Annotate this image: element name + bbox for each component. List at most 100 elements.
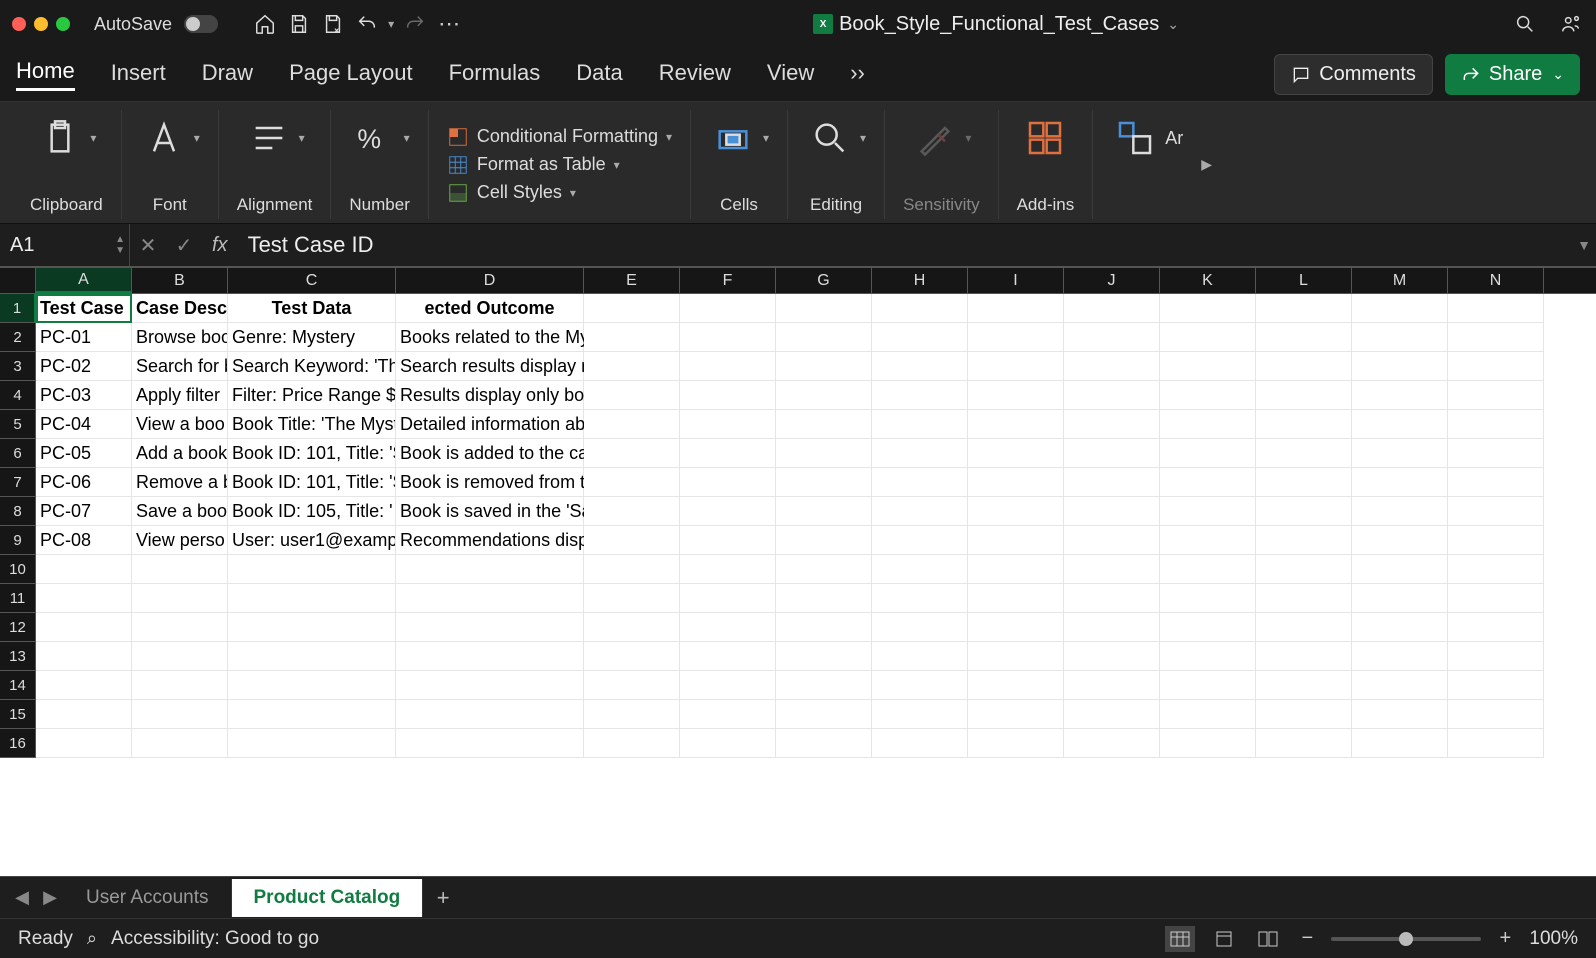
cell-B1[interactable]: Case Descri [132,294,228,323]
cell-D7[interactable]: Book is removed from the cart, and the c… [396,468,584,497]
row-header-13[interactable]: 13 [0,642,36,671]
cell-L12[interactable] [1256,613,1352,642]
tab-formulas[interactable]: Formulas [449,60,541,90]
cell-L1[interactable] [1256,294,1352,323]
maximize-window-button[interactable] [56,17,70,31]
cell-M16[interactable] [1352,729,1448,758]
cell-J5[interactable] [1064,410,1160,439]
cell-J8[interactable] [1064,497,1160,526]
cell-F8[interactable] [680,497,776,526]
row-header-10[interactable]: 10 [0,555,36,584]
cancel-formula-icon[interactable]: ✕ [130,224,166,266]
col-header-F[interactable]: F [680,268,776,293]
cell-M8[interactable] [1352,497,1448,526]
col-header-I[interactable]: I [968,268,1064,293]
cell-B9[interactable]: View perso [132,526,228,555]
alignment-dropdown[interactable]: ▾ [299,131,305,145]
cell-A13[interactable] [36,642,132,671]
cell-G12[interactable] [776,613,872,642]
zoom-level[interactable]: 100% [1529,928,1578,950]
cell-A15[interactable] [36,700,132,729]
undo-dropdown[interactable]: ▾ [388,17,394,31]
accessibility-icon[interactable]: ⌕ [87,928,97,949]
cell-K12[interactable] [1160,613,1256,642]
cell-D16[interactable] [396,729,584,758]
cell-M1[interactable] [1352,294,1448,323]
cell-K15[interactable] [1160,700,1256,729]
cell-J7[interactable] [1064,468,1160,497]
cell-L13[interactable] [1256,642,1352,671]
cell-F10[interactable] [680,555,776,584]
cell-F11[interactable] [680,584,776,613]
cell-I5[interactable] [968,410,1064,439]
cell-F13[interactable] [680,642,776,671]
col-header-B[interactable]: B [132,268,228,293]
cell-A12[interactable] [36,613,132,642]
cell-E6[interactable] [584,439,680,468]
cell-K5[interactable] [1160,410,1256,439]
cell-K9[interactable] [1160,526,1256,555]
cell-G6[interactable] [776,439,872,468]
cell-C6[interactable]: Book ID: 101, Title: 'S [228,439,396,468]
cell-A2[interactable]: PC-01 [36,323,132,352]
cell-B8[interactable]: Save a book [132,497,228,526]
sheet-tab-product-catalog[interactable]: Product Catalog [232,879,424,917]
save-icon[interactable] [286,11,312,37]
cell-A16[interactable] [36,729,132,758]
row-header-4[interactable]: 4 [0,381,36,410]
cell-N1[interactable] [1448,294,1544,323]
cell-K7[interactable] [1160,468,1256,497]
row-header-3[interactable]: 3 [0,352,36,381]
cell-L2[interactable] [1256,323,1352,352]
row-header-9[interactable]: 9 [0,526,36,555]
cell-J14[interactable] [1064,671,1160,700]
cell-A11[interactable] [36,584,132,613]
cell-N15[interactable] [1448,700,1544,729]
cell-M11[interactable] [1352,584,1448,613]
accessibility-status[interactable]: Accessibility: Good to go [111,928,319,950]
cell-B13[interactable] [132,642,228,671]
font-dropdown[interactable]: ▾ [194,131,200,145]
minimize-window-button[interactable] [34,17,48,31]
chevron-down-icon[interactable]: ⌄ [1167,16,1179,33]
cell-H10[interactable] [872,555,968,584]
cell-K1[interactable] [1160,294,1256,323]
row-header-12[interactable]: 12 [0,613,36,642]
accept-formula-icon[interactable]: ✓ [166,224,202,266]
cell-K4[interactable] [1160,381,1256,410]
cell-K6[interactable] [1160,439,1256,468]
cell-K13[interactable] [1160,642,1256,671]
cell-M6[interactable] [1352,439,1448,468]
row-header-5[interactable]: 5 [0,410,36,439]
cell-I14[interactable] [968,671,1064,700]
cell-L10[interactable] [1256,555,1352,584]
cell-B3[interactable]: Search for b [132,352,228,381]
cell-J4[interactable] [1064,381,1160,410]
row-header-2[interactable]: 2 [0,323,36,352]
cell-N7[interactable] [1448,468,1544,497]
search-icon[interactable] [1512,11,1538,37]
tab-page-layout[interactable]: Page Layout [289,60,413,90]
cell-F6[interactable] [680,439,776,468]
name-box[interactable]: A1 ▲▼ [0,224,130,266]
cell-G8[interactable] [776,497,872,526]
cell-F15[interactable] [680,700,776,729]
select-all-corner[interactable] [0,268,36,293]
analysis-icon[interactable] [1111,114,1159,162]
cell-D9[interactable]: Recommendations display relevant books b… [396,526,584,555]
cell-E11[interactable] [584,584,680,613]
editing-dropdown[interactable]: ▾ [860,131,866,145]
cell-D12[interactable] [396,613,584,642]
cell-A7[interactable]: PC-06 [36,468,132,497]
cell-C10[interactable] [228,555,396,584]
editing-icon[interactable] [806,114,854,162]
cell-L7[interactable] [1256,468,1352,497]
cell-J1[interactable] [1064,294,1160,323]
row-header-14[interactable]: 14 [0,671,36,700]
cell-D3[interactable]: Search results display relevant books ma… [396,352,584,381]
cell-C3[interactable]: Search Keyword: 'Th [228,352,396,381]
cell-C8[interactable]: Book ID: 105, Title: ' [228,497,396,526]
cell-I3[interactable] [968,352,1064,381]
cell-F4[interactable] [680,381,776,410]
tab-insert[interactable]: Insert [111,60,166,90]
